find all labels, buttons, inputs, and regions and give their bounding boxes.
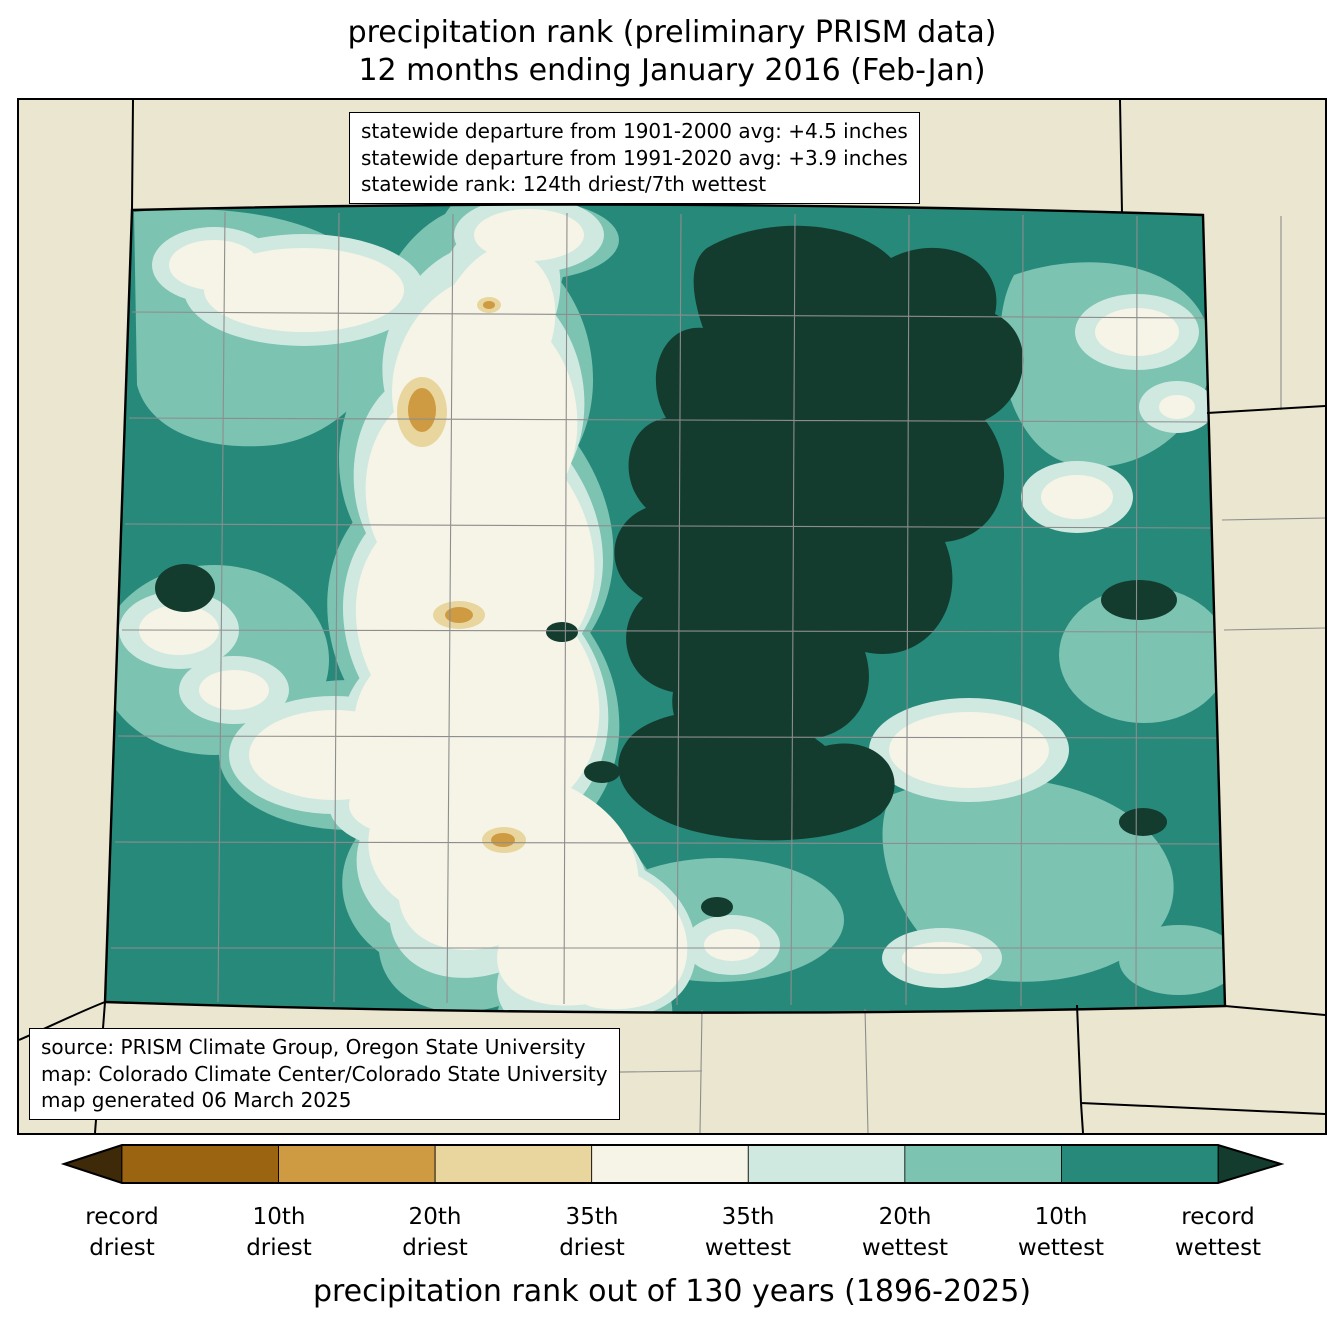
colorbar-arrow-record-wettest <box>1217 1143 1284 1185</box>
colorbar-segment-3 <box>434 1144 593 1184</box>
stats-line-2: statewide departure from 1991-2020 avg: … <box>361 145 908 170</box>
region <box>1101 580 1177 620</box>
region <box>491 833 515 847</box>
region <box>701 897 733 917</box>
colorbar-label-record-driest: record driest <box>85 1204 159 1261</box>
region <box>169 240 259 290</box>
colorbar-segment-6 <box>904 1144 1062 1184</box>
source-line-1: source: PRISM Climate Group, Oregon Stat… <box>41 1035 586 1060</box>
colorbar-label-35th-wettest: 35th wettest <box>704 1204 792 1261</box>
stats-box: statewide departure from 1901-2000 avg: … <box>349 112 920 204</box>
source-line-3: map generated 06 March 2025 <box>41 1088 352 1113</box>
colorbar-label-record-wettest: record wettest <box>1174 1204 1262 1261</box>
county-lines <box>111 211 1223 1007</box>
colorbar-segment-5 <box>747 1144 906 1184</box>
colorado-border <box>103 203 1227 1014</box>
colorbar-segment-1 <box>121 1144 279 1184</box>
region <box>614 225 1024 749</box>
region <box>1159 395 1195 419</box>
region <box>618 711 895 841</box>
region <box>889 712 1049 788</box>
colorbar-label-35th-driest: 35th driest <box>559 1204 625 1261</box>
region <box>445 607 473 623</box>
region <box>704 929 760 961</box>
region <box>1119 808 1167 836</box>
colorbar-segment-2 <box>278 1144 436 1184</box>
colorbar-label-20th-wettest: 20th wettest <box>861 1204 949 1261</box>
title-line-1: precipitation rank (preliminary PRISM da… <box>347 15 997 50</box>
county-line-grid <box>111 211 1223 1007</box>
region <box>349 775 459 835</box>
tan-dry-spots <box>408 301 515 847</box>
stats-line-3: statewide rank: 124th driest/7th wettest <box>361 172 767 197</box>
region <box>249 710 419 800</box>
map-frame: statewide departure from 1901-2000 avg: … <box>17 98 1327 1135</box>
region <box>546 622 578 642</box>
colorbar-segment-4 <box>591 1144 749 1184</box>
colorbar-segment-7 <box>1061 1144 1219 1184</box>
colorbar-caption: precipitation rank out of 130 years (189… <box>312 1274 1032 1309</box>
colorbar <box>60 1143 1285 1185</box>
colorbar-label-10th-wettest: 10th wettest <box>1017 1204 1105 1261</box>
region <box>408 388 436 432</box>
region <box>1041 475 1113 519</box>
region <box>1059 587 1225 723</box>
stats-line-1: statewide departure from 1901-2000 avg: … <box>361 119 908 143</box>
page-title: precipitation rank (preliminary PRISM da… <box>0 14 1344 90</box>
region <box>155 564 215 612</box>
colorbar-outline <box>60 1144 1285 1184</box>
region <box>474 209 584 261</box>
source-line-2: map: Colorado Climate Center/Colorado St… <box>41 1061 608 1086</box>
source-box: source: PRISM Climate Group, Oregon Stat… <box>29 1028 620 1120</box>
region <box>902 942 982 974</box>
colorado-map <box>19 100 1325 1133</box>
region <box>545 864 688 1010</box>
region <box>199 670 269 710</box>
region <box>483 301 495 309</box>
title-line-2: 12 months ending January 2016 (Feb-Jan) <box>358 53 986 88</box>
darkest-teal-regions <box>155 225 1177 917</box>
region <box>584 761 620 783</box>
colorbar-label-20th-driest: 20th driest <box>402 1204 468 1261</box>
colorbar-label-10th-driest: 10th driest <box>246 1204 312 1261</box>
colorbar-arrow-record-driest <box>61 1143 123 1185</box>
region <box>1119 925 1225 995</box>
